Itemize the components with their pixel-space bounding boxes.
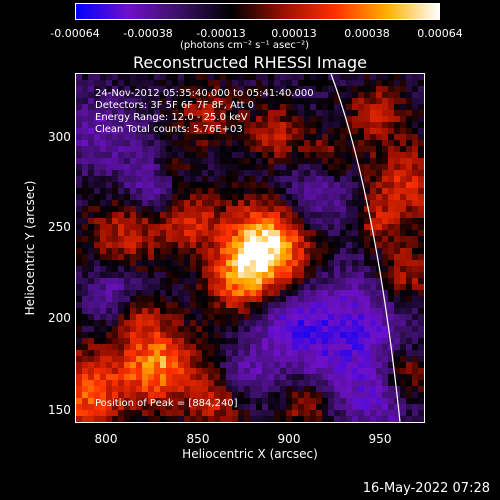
rhessi-image — [76, 73, 424, 423]
plot-title: Reconstructed RHESSI Image — [133, 53, 367, 72]
colorbar-tick: -0.00038 — [123, 27, 173, 40]
colorbar-tick: -0.00064 — [50, 27, 100, 40]
y-tick: 300 — [48, 130, 71, 144]
x-axis-label: Heliocentric X (arcsec) — [182, 447, 318, 461]
x-tick: 800 — [94, 432, 118, 446]
info-time-range: 24-Nov-2012 05:35:40.000 to 05:41:40.000 — [95, 88, 314, 99]
colorbar-tick: 0.00064 — [417, 27, 463, 40]
info-counts: Clean Total counts: 5.76E+03 — [95, 124, 243, 135]
colorbar-tick: 0.00038 — [344, 27, 390, 40]
info-detectors: Detectors: 3F 5F 6F 7F 8F, Att 0 — [95, 100, 255, 111]
x-tick: 850 — [186, 432, 210, 446]
colorbar-tick: -0.00013 — [196, 27, 246, 40]
date-stamp: 16-May-2022 07:28 — [362, 481, 490, 496]
x-tick: 900 — [277, 432, 301, 446]
colorbar — [75, 3, 440, 20]
y-tick: 250 — [48, 220, 71, 234]
x-tick: 950 — [368, 432, 392, 446]
y-tick: 200 — [48, 311, 71, 325]
y-tick: 150 — [48, 403, 71, 417]
peak-position: Position of Peak = [884,240] — [95, 398, 238, 409]
solar-limb-curve — [330, 73, 401, 423]
info-energy-range: Energy Range: 12.0 - 25.0 keV — [95, 112, 248, 123]
colorbar-units: (photons cm⁻² s⁻¹ asec⁻²) — [180, 40, 310, 51]
y-axis-label: Heliocentric Y (arcsec) — [23, 180, 37, 316]
colorbar-tick: 0.00013 — [271, 27, 317, 40]
image-info: 24-Nov-2012 05:35:40.000 to 05:41:40.000… — [95, 88, 314, 136]
image-plot — [75, 73, 425, 423]
